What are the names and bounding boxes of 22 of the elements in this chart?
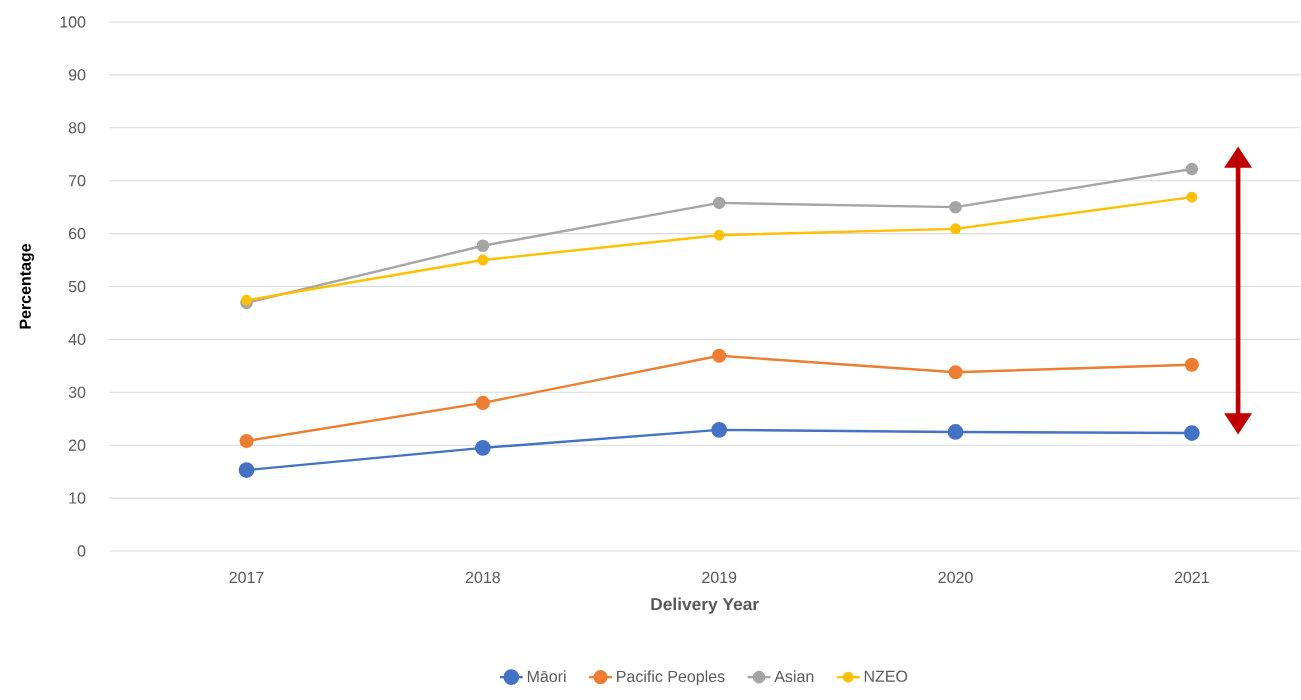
x-axis-title: Delivery Year <box>651 597 759 614</box>
x-tick-label: 2021 <box>1174 571 1209 584</box>
x-tick-label: 2018 <box>465 571 500 584</box>
y-tick-label: 60 <box>68 227 86 240</box>
y-tick-label: 70 <box>68 175 86 187</box>
y-tick-label: 80 <box>68 122 86 134</box>
y-tick-label: 50 <box>68 280 86 293</box>
x-tick-label: 2020 <box>938 571 973 584</box>
legend-label: Māori <box>527 670 566 683</box>
x-tick-label: 2019 <box>702 571 737 584</box>
y-tick-label: 20 <box>68 439 86 451</box>
legend-label: Asian <box>774 670 814 683</box>
y-tick-label: 40 <box>68 333 86 346</box>
x-tick-label: 2017 <box>229 571 264 584</box>
y-tick-label: 10 <box>69 492 86 504</box>
y-tick-label: 100 <box>60 16 86 28</box>
y-axis-title: Percentage <box>19 243 35 329</box>
legend-label: Pacific Peoples <box>617 670 725 686</box>
y-tick-label: 0 <box>77 545 86 557</box>
y-tick-label: 30 <box>68 386 86 398</box>
y-tick-label: 90 <box>68 69 86 81</box>
legend-label: NZEO <box>864 670 908 682</box>
